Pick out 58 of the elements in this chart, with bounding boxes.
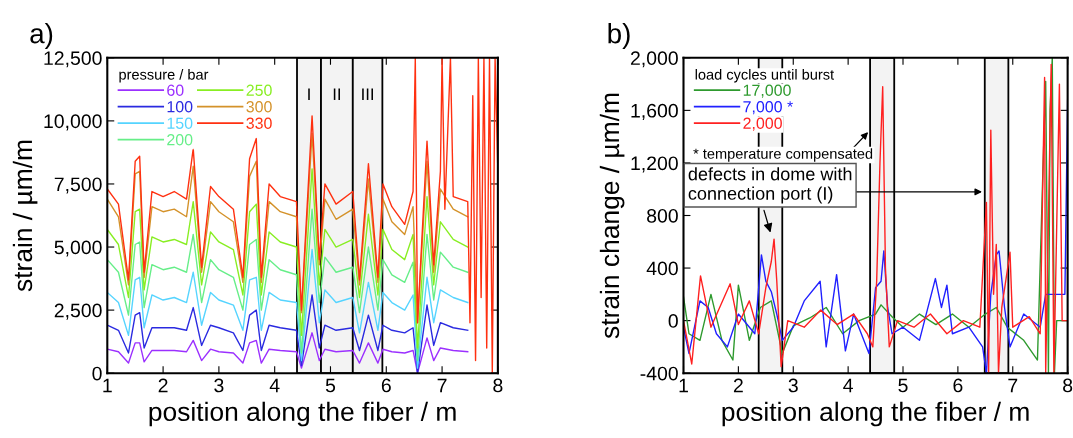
y-tick-label: -400	[640, 366, 678, 381]
legend-label: 60	[167, 84, 184, 96]
y-tick-label: 2,000	[630, 51, 678, 68]
x-tick-label: 8	[493, 378, 503, 393]
legend-title: pressure / bar	[119, 69, 209, 83]
legend-label: 330	[246, 117, 272, 129]
y-axis-title: strain / µm/m	[12, 140, 38, 292]
x-tick-label: 3	[788, 378, 798, 393]
x-axis-title: position along the fiber / m	[722, 401, 1029, 427]
y-tick-label: 800	[647, 208, 678, 223]
x-tick-label: 8	[1063, 378, 1073, 393]
annotation: * temperature compensated	[693, 148, 873, 162]
legend-label: 300	[246, 101, 272, 113]
x-tick-label: 3	[214, 378, 224, 393]
line-series	[107, 57, 498, 374]
y-tick-label: 7,500	[54, 177, 102, 194]
x-tick-label: 1	[103, 378, 112, 393]
x-tick-label: 4	[843, 378, 853, 393]
y-tick-label: 1,200	[631, 156, 678, 173]
line-series	[107, 248, 469, 369]
chart-title: b)	[608, 23, 630, 49]
x-tick-label: 5	[898, 378, 908, 393]
x-tick-label: 6	[381, 378, 391, 393]
y-axis-title: strain change / µm/m	[599, 93, 625, 339]
y-tick-label: 2,500	[54, 303, 102, 320]
legend-label: 100	[167, 101, 193, 113]
x-tick-label: 6	[953, 378, 963, 393]
legend-label: 200	[167, 134, 193, 146]
x-tick-label: 4	[269, 378, 280, 393]
x-tick-label: 7	[437, 378, 447, 393]
band-label: II	[333, 88, 340, 100]
band-label: III	[362, 88, 373, 100]
y-tick-label: 1,600	[631, 103, 678, 120]
y-tick-label: 12,500	[44, 51, 102, 68]
x-tick-label: 2	[733, 378, 743, 393]
line-series	[107, 294, 469, 374]
chart-title: a)	[30, 23, 53, 49]
annotation: defects in dome with connection port (I)	[688, 167, 852, 204]
y-tick-label: 400	[646, 261, 678, 276]
legend-label: 17,000	[743, 84, 791, 98]
x-tick-label: 5	[325, 378, 336, 393]
x-tick-label: 1	[679, 378, 688, 393]
legend-label: 250	[246, 84, 272, 96]
line-series	[107, 332, 469, 374]
legend-label: 2,000	[743, 117, 782, 131]
legend-title: load cycles until burst	[695, 69, 834, 83]
line-series	[107, 168, 469, 349]
x-tick-label: 2	[158, 378, 168, 393]
legend-label: 7,000 *	[743, 101, 793, 115]
line-series	[107, 208, 469, 362]
y-tick-label: 0	[92, 366, 102, 381]
x-axis-title: position along the fiber / m	[149, 401, 456, 427]
band-label: I	[308, 88, 310, 100]
y-tick-label: 0	[668, 314, 678, 328]
y-tick-label: 5,000	[54, 240, 102, 257]
y-tick-label: 10,000	[44, 114, 102, 131]
x-tick-label: 7	[1008, 378, 1018, 393]
legend-label: 150	[167, 117, 193, 129]
